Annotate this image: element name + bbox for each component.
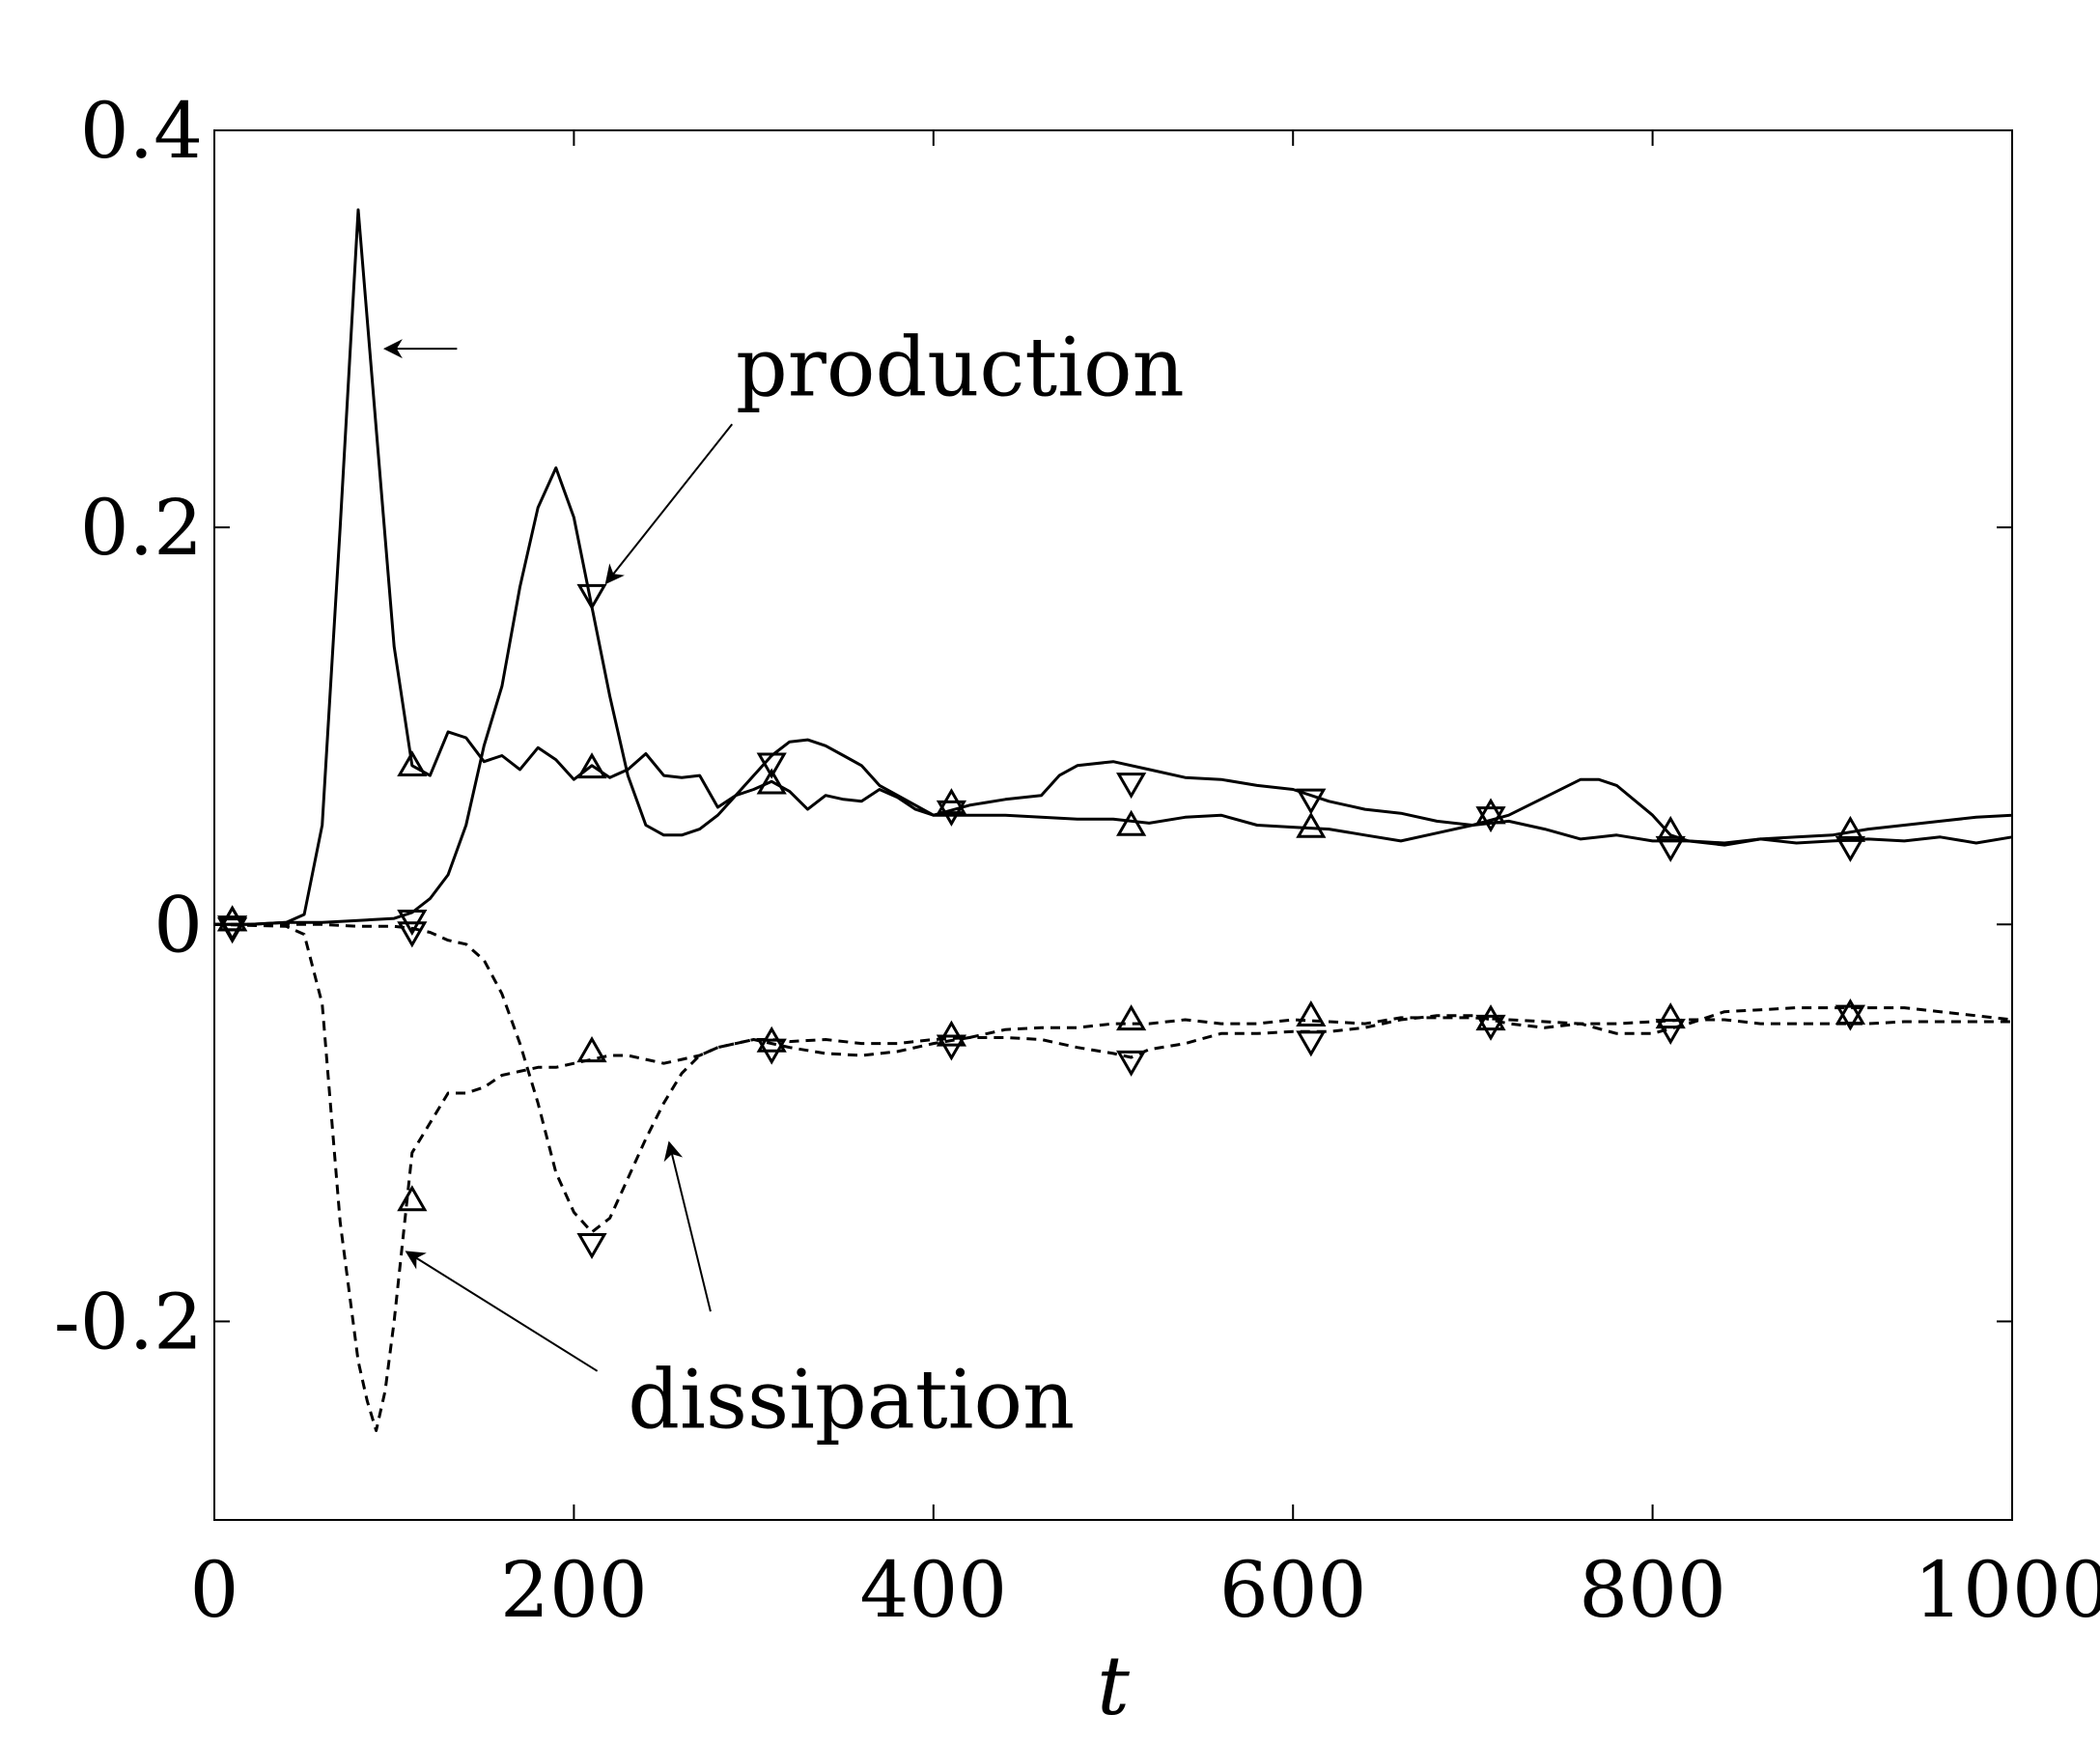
annotation-arrow [405,1251,599,1372]
data-point-marker [1655,835,1686,862]
data-point-marker [1475,1014,1506,1041]
data-point-marker [576,752,607,779]
data-point-marker [1655,1019,1686,1046]
data-point-marker [1296,1030,1327,1057]
x-tick-label: 0 [190,1545,239,1635]
series-3-dissipation-triangle-down [214,917,2013,1260]
series-0-production-triangle-up [214,208,2013,932]
data-point-marker [1116,1004,1147,1031]
series-1-production-triangle-down [214,466,2013,942]
x-axis-title: t [1097,1639,1130,1733]
series-2-dissipation-triangle-up [213,905,2012,1432]
annotation-label: dissipation [628,1353,1075,1448]
series-layer [213,208,2013,1432]
data-point-marker [1475,806,1506,833]
y-tick-label: 0.2 [80,483,203,573]
data-point-marker [1655,1002,1686,1029]
data-point-marker [217,917,248,944]
y-tick-label: -0.2 [54,1277,203,1366]
annotation-arrow [663,1140,712,1312]
data-point-marker [756,1038,787,1065]
x-tick-label: 400 [859,1545,1007,1635]
annotation-arrow [604,423,734,585]
data-point-marker [1116,1050,1147,1077]
data-point-marker [1834,1004,1866,1031]
data-point-marker [756,768,787,795]
data-point-marker [1296,788,1327,815]
x-tick-label: 1000 [1914,1545,2100,1635]
data-point-marker [1116,773,1147,800]
data-point-marker [576,583,607,610]
data-point-marker [936,800,967,827]
x-tick-label: 200 [500,1545,648,1635]
ticks-layer: 0 200 400 600 800 1000 -0.2 0 0.2 0.4 [54,86,2100,1635]
data-point-marker [756,752,787,779]
data-point-marker [1116,809,1147,836]
series-line [214,208,2013,926]
data-point-marker [397,750,428,777]
data-point-marker [1296,811,1327,838]
data-point-marker [1834,998,1866,1025]
data-point-marker [1296,1000,1327,1027]
series-line [214,922,2013,1234]
data-point-marker [397,921,428,948]
data-point-marker [936,1034,967,1061]
y-tick-label: 0.4 [80,86,203,176]
data-point-marker [1475,798,1506,825]
data-point-marker [576,1036,607,1063]
data-point-marker [397,1185,428,1212]
series-line [214,466,2013,926]
annotation-production: production [382,321,1185,585]
data-point-marker [936,1020,967,1047]
data-point-marker [576,1233,607,1260]
x-tick-label: 800 [1579,1545,1726,1635]
annotation-label: production [736,321,1185,415]
plot-area-frame [213,129,2013,1521]
y-tick-label: 0 [154,880,203,970]
annotations-layer: production dissipation [382,321,1185,1448]
data-point-marker [1834,835,1866,862]
x-tick-label: 600 [1219,1545,1367,1635]
series-line [213,922,2012,1432]
annotation-dissipation: dissipation [405,1140,1075,1448]
